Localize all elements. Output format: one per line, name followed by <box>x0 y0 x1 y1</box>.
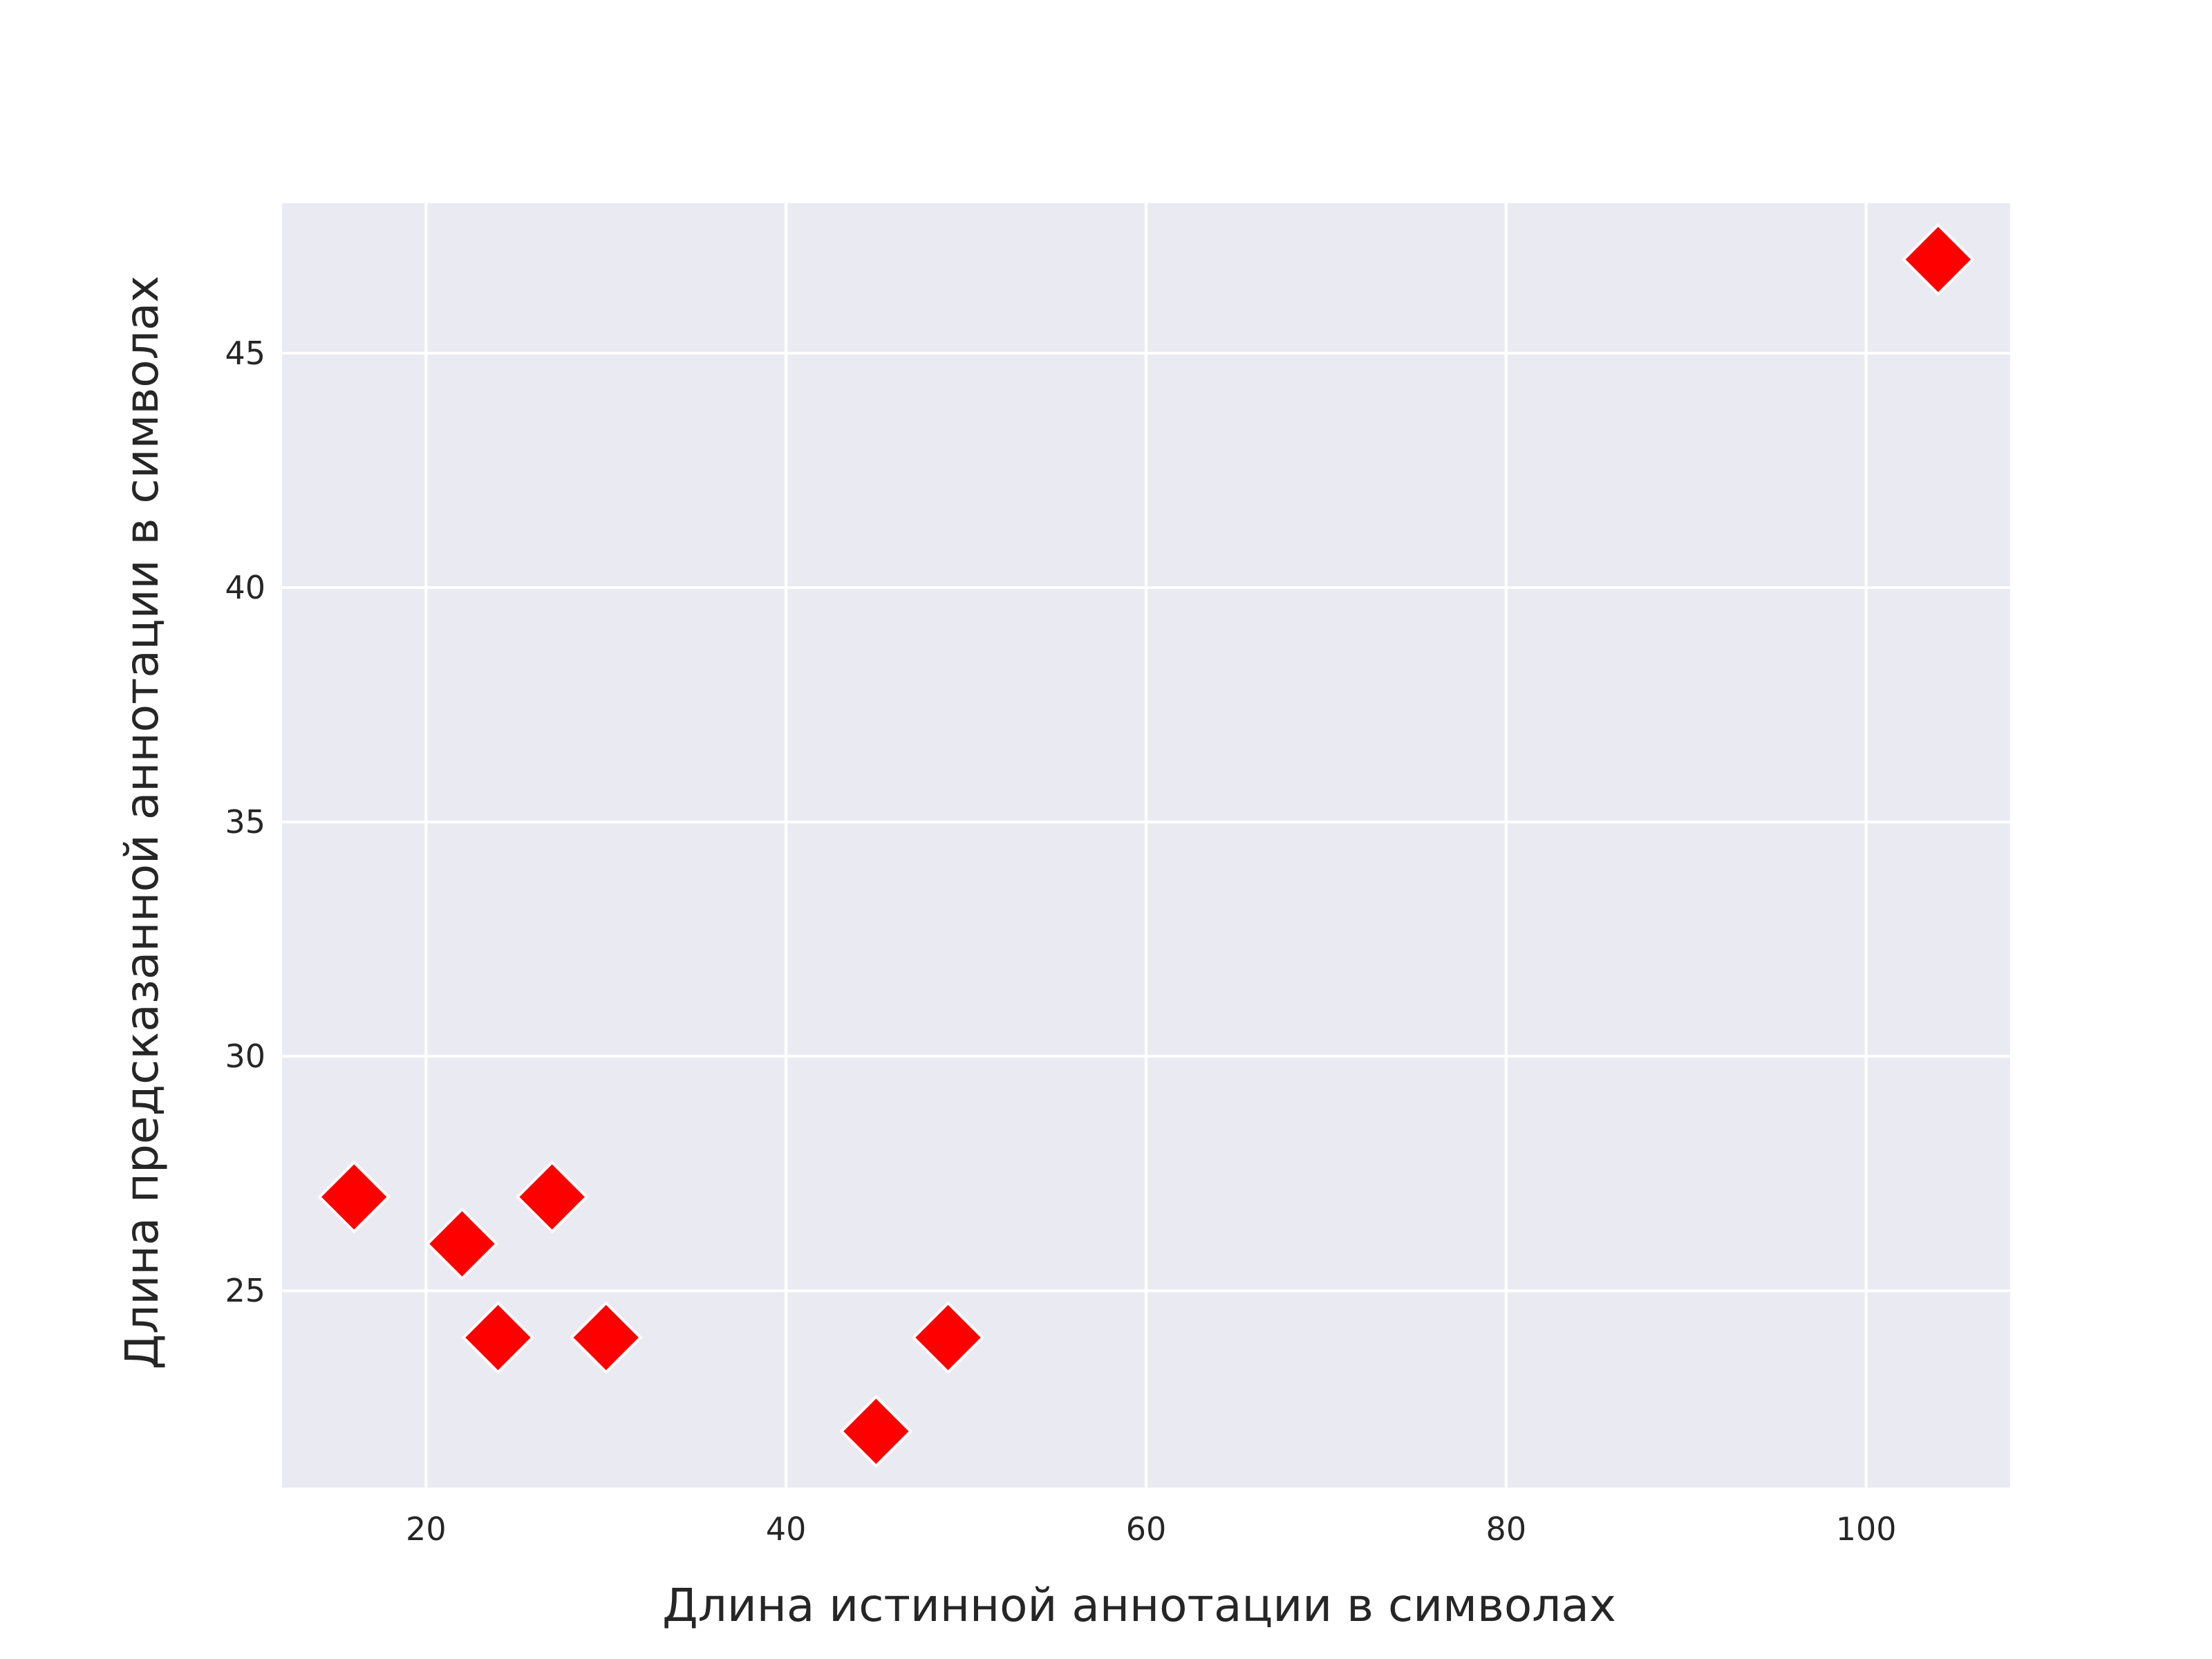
x-tick-labels: 20 40 60 80 100 <box>406 1510 1897 1548</box>
x-tick-label: 100 <box>1836 1510 1897 1548</box>
y-tick-label: 25 <box>225 1272 265 1309</box>
y-tick-label: 35 <box>225 803 265 841</box>
x-tick-label: 80 <box>1486 1510 1527 1548</box>
y-tick-label: 45 <box>225 335 265 372</box>
x-tick-label: 40 <box>766 1510 807 1548</box>
y-tick-label: 30 <box>225 1038 265 1075</box>
data-point <box>515 1160 589 1234</box>
grid-lines <box>282 203 2010 1488</box>
y-axis-label: Длина предсказанной аннотации в символах <box>115 276 169 1370</box>
data-point <box>425 1207 499 1281</box>
data-point <box>839 1394 913 1468</box>
y-tick-labels: 25 30 35 40 45 <box>225 335 265 1309</box>
data-point <box>569 1301 643 1374</box>
data-points <box>317 223 1975 1468</box>
x-axis-label: Длина истинной аннотации в символах <box>662 1579 1616 1632</box>
data-point <box>461 1301 535 1374</box>
y-tick-label: 40 <box>225 569 265 606</box>
x-tick-label: 20 <box>406 1510 447 1548</box>
x-tick-label: 60 <box>1126 1510 1167 1548</box>
data-point <box>1902 223 1975 297</box>
data-point <box>317 1160 391 1234</box>
data-point <box>911 1301 985 1374</box>
